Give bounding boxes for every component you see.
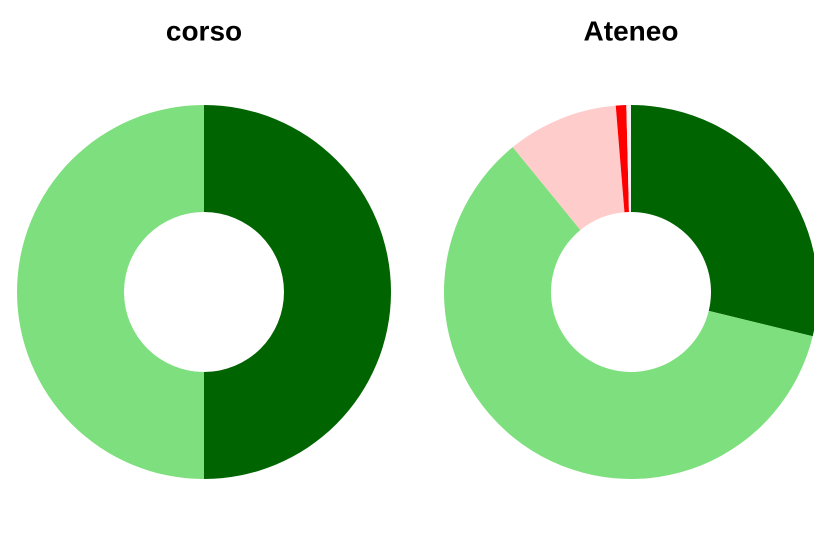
donut-slice	[631, 105, 814, 337]
donut-slice	[615, 105, 629, 213]
donut-slice	[512, 105, 625, 231]
donut-slice	[444, 147, 813, 479]
donut-slice	[626, 105, 631, 213]
donut-slice	[204, 105, 391, 479]
chart-title: Ateneo	[584, 15, 679, 46]
chart-title: corso	[166, 15, 242, 46]
donut-slice	[17, 105, 204, 479]
